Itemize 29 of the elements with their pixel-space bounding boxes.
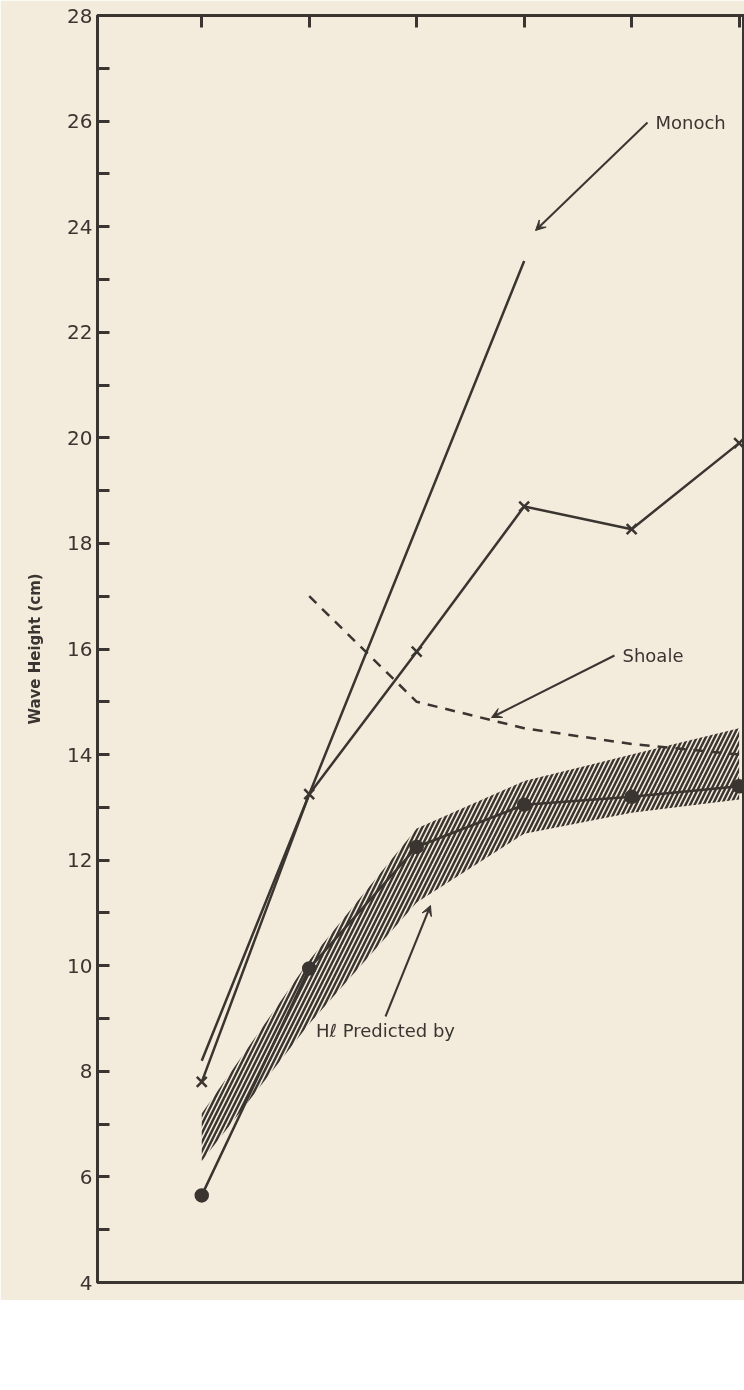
point [410, 645, 423, 658]
y-axis-title: Wave Height (cm) [26, 573, 45, 725]
annotation: Shoale [622, 645, 684, 666]
point [301, 961, 317, 976]
y-tick-label: 28 [67, 3, 93, 28]
y-tick-label: 18 [67, 531, 93, 556]
y-tick-label: 6 [79, 1164, 93, 1189]
annotation: Monoch [655, 112, 726, 133]
point [194, 1188, 209, 1203]
point [624, 789, 639, 805]
y-tick-label: 20 [67, 425, 93, 450]
y-tick-label: 10 [67, 953, 93, 978]
point [732, 436, 744, 450]
point [303, 787, 316, 801]
y-tick-label: 26 [67, 109, 93, 134]
y-tick-label: 22 [67, 320, 93, 345]
point [517, 500, 531, 513]
point [516, 797, 532, 812]
point [731, 779, 744, 794]
y-tick-label: 12 [67, 848, 93, 873]
y-tick-label: 4 [79, 1270, 93, 1295]
point [195, 1075, 208, 1089]
point [625, 522, 638, 536]
y-tick-label: 14 [67, 742, 93, 767]
point [409, 839, 424, 855]
y-tick-label: 24 [67, 214, 93, 239]
annotation: Hℓ Predicted by [316, 1020, 456, 1041]
y-tick-label: 8 [79, 1059, 93, 1084]
y-tick-label: 16 [67, 637, 93, 661]
